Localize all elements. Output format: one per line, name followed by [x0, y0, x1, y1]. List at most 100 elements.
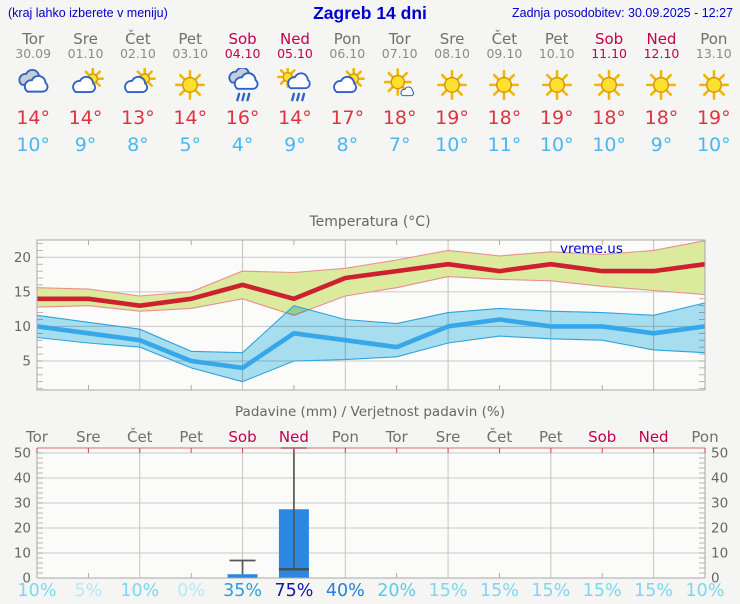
sun-icon — [591, 68, 627, 104]
day-date: 06.10 — [329, 46, 366, 61]
sun-small-cloud-icon — [382, 68, 418, 104]
day-column: Tor 07.10 18° 7° — [374, 31, 426, 159]
day-low-temp: 10° — [16, 134, 51, 156]
day-column: Pet 03.10 14° 5° — [164, 31, 216, 159]
day-low-temp: 9° — [650, 134, 673, 156]
precip-probability-label: 15% — [531, 581, 570, 600]
day-column: Ned 05.10 14° 9° — [269, 31, 321, 159]
day-low-temp: 10° — [696, 134, 731, 156]
rain-icon — [225, 68, 261, 104]
day-column: Pon 13.10 19° 10° — [688, 31, 740, 159]
sun-cloud-icon — [68, 68, 104, 104]
precip-probability-label: 15% — [480, 581, 519, 600]
precip-probability-label: 20% — [377, 581, 416, 600]
day-name: Pet — [178, 30, 203, 48]
temp-y-tick-label: 5 — [22, 353, 31, 369]
precip-y-tick-right: 40 — [711, 471, 728, 487]
day-name: Pet — [544, 30, 569, 48]
precip-day-label: Sre — [76, 428, 101, 446]
day-column: Čet 02.10 13° 8° — [112, 31, 164, 159]
day-high-temp: 14° — [173, 107, 208, 129]
day-high-temp: 14° — [278, 107, 312, 129]
precip-day-label: Tor — [385, 428, 409, 446]
day-name: Čet — [491, 30, 518, 48]
precip-day-label: Ned — [639, 428, 669, 446]
min-temp-line — [36, 317, 706, 371]
day-low-temp: 9° — [74, 134, 97, 156]
temperature-chart: 5 10 15 20 — [0, 230, 740, 406]
day-column: Sob 11.10 18° 10° — [583, 31, 635, 159]
day-date: 04.10 — [224, 46, 261, 61]
precip-y-tick-right: 50 — [711, 446, 728, 462]
temp-y-tick-label: 20 — [14, 250, 31, 266]
sun-icon — [486, 68, 522, 104]
day-date: 07.10 — [381, 46, 418, 61]
day-name: Sob — [594, 30, 624, 48]
day-name: Sob — [228, 30, 257, 48]
precip-y-tick-left: 50 — [14, 446, 31, 462]
day-date: 01.10 — [67, 46, 104, 61]
vreme-us-link[interactable]: vreme.us — [560, 241, 623, 257]
precipitation-chart-title: Padavine (mm) / Verjetnost padavin (%) — [235, 404, 505, 420]
sun-shape — [175, 69, 206, 100]
precip-probability-label: 35% — [223, 581, 262, 600]
day-date: 30.09 — [15, 46, 52, 61]
precip-day-label: Sob — [588, 428, 616, 446]
precip-y-tick-left: 0 — [22, 571, 31, 587]
day-name: Tor — [22, 30, 45, 48]
day-name: Pon — [700, 30, 728, 48]
day-column: Čet 09.10 18° 11° — [478, 31, 530, 159]
sun-shape — [489, 69, 520, 100]
day-high-temp: 18° — [592, 107, 626, 129]
day-column: Sre 01.10 14° 9° — [59, 31, 111, 159]
day-high-temp: 13° — [121, 107, 155, 129]
day-name: Sre — [439, 30, 465, 48]
precipitation-chart: Tor Sre Čet Pet Sob Ned Pon Tor Sre Čet Pet Sob Ned P… — [0, 425, 740, 604]
temp-y-tick-label: 15 — [14, 284, 31, 300]
day-name: Ned — [279, 30, 310, 48]
sun-shape — [436, 69, 468, 100]
page-header: (kraj lahko izberete v meniju) Zagreb 14… — [0, 0, 740, 28]
day-high-temp: 17° — [330, 107, 365, 129]
day-low-temp: 5° — [179, 134, 202, 156]
menu-hint-text: (kraj lahko izberete v meniju) — [8, 6, 168, 20]
precip-probability-label: 75% — [274, 581, 313, 600]
day-date: 11.10 — [591, 46, 627, 61]
day-name: Ned — [646, 30, 677, 48]
max-temp-line — [37, 261, 706, 308]
precipitation-bar — [227, 574, 258, 578]
sun-rain-icon — [276, 68, 313, 104]
precip-day-label: Čet — [487, 427, 513, 446]
day-high-temp: 16° — [225, 107, 260, 129]
precip-probability-label: 10% — [120, 581, 159, 600]
sun-shape — [541, 69, 572, 100]
precip-y-tick-right: 0 — [711, 571, 720, 587]
day-column: Tor 30.09 14° 10° — [7, 31, 59, 159]
precip-probability-label: 10% — [686, 581, 725, 600]
precip-day-label: Tor — [25, 428, 49, 446]
temperature-chart-svg: 5 10 15 20 — [14, 239, 706, 391]
day-low-temp: 7° — [388, 134, 411, 156]
precipitation-chart-svg: Tor Sre Čet Pet Sob Ned Pon Tor Sre Čet Pet Sob Ned P… — [14, 427, 728, 601]
day-low-temp: 10° — [435, 134, 469, 156]
day-high-temp: 18° — [382, 107, 417, 129]
precip-probability-label: 15% — [583, 581, 622, 600]
precip-y-tick-left: 20 — [14, 521, 31, 537]
day-low-temp: 8° — [336, 134, 359, 156]
day-column: Sre 08.10 19° 10° — [426, 31, 478, 159]
day-low-temp: 11° — [487, 134, 522, 156]
precip-day-label: Ned — [279, 428, 309, 446]
sun-icon — [643, 68, 679, 104]
precip-day-label: Čet — [127, 427, 153, 446]
precip-day-label: Pon — [691, 428, 718, 446]
sun-cloud-icon — [120, 68, 156, 104]
sun-icon — [434, 68, 470, 104]
precip-y-tick-left: 30 — [14, 496, 31, 512]
day-high-temp: 19° — [696, 107, 731, 129]
precip-probability-label: 0% — [177, 581, 205, 600]
day-low-temp: 10° — [539, 134, 574, 156]
precip-probability-label: 40% — [326, 581, 365, 600]
precip-y-tick-right: 10 — [711, 546, 728, 562]
day-date: 08.10 — [434, 46, 470, 61]
